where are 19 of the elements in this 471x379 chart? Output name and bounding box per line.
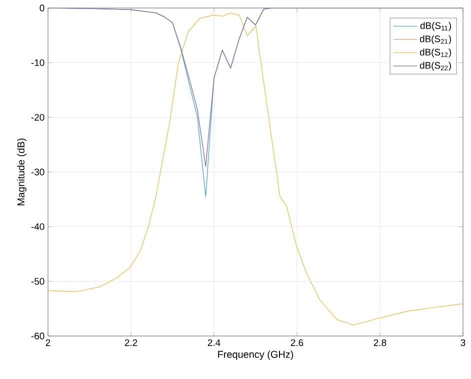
y-axis-title: Magnitude (dB) <box>17 138 26 206</box>
legend-label: dB(S$_{21}$) <box>420 35 452 44</box>
x-tick-label: 2.8 <box>374 339 386 346</box>
legend-label: dB(S$_{22}$) <box>420 62 452 71</box>
x-tick-label: 2.2 <box>124 339 138 346</box>
x-tick-label: 2 <box>46 339 50 346</box>
y-tick-label: 0 <box>40 4 44 12</box>
y-tick-label: -30 <box>31 168 44 176</box>
legend-label: dB(S$_{12}$) <box>420 48 452 58</box>
x-tick-label: 3 <box>460 339 466 346</box>
y-tick-label: -10 <box>31 59 44 66</box>
x-tick-label: 2.6 <box>290 339 304 346</box>
y-tick-label: -60 <box>31 332 44 340</box>
y-tick-label: -20 <box>31 114 44 121</box>
y-tick-label: -50 <box>31 278 44 285</box>
x-tick-label: 2.4 <box>208 339 220 346</box>
y-tick-label: -40 <box>31 223 44 230</box>
x-axis-title: Frequency (GHz) <box>218 350 294 360</box>
legend-label: dB(S$_{11}$) <box>420 22 452 31</box>
